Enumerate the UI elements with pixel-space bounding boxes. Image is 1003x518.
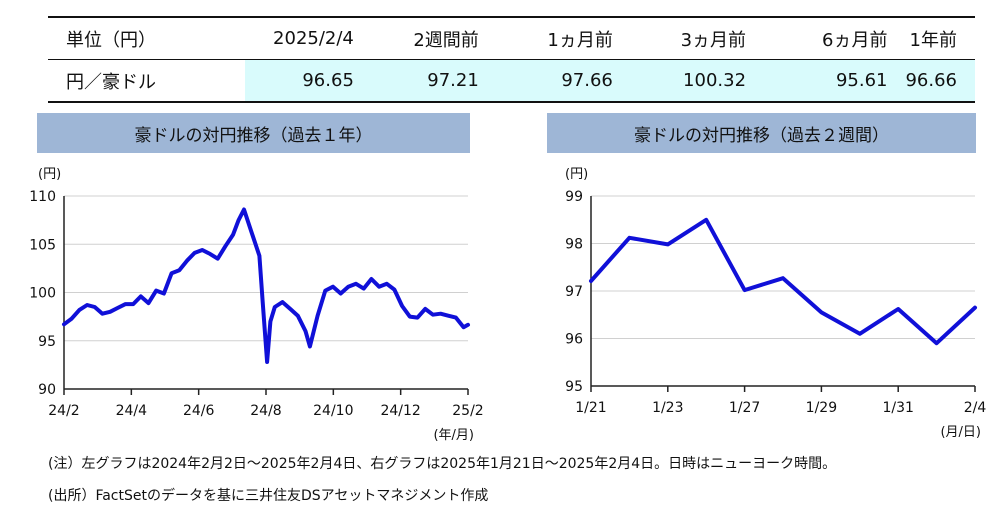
value-1year: 96.66: [905, 59, 975, 103]
chart-2w-y-unit: (円): [565, 167, 588, 182]
chart-2w-x-tick-label: 1/27: [729, 400, 760, 416]
note-source: (出所）FactSetのデータを基に三井住友DSアセットマネジメント作成: [48, 488, 489, 504]
chart-2w-x-tick-label: 1/21: [575, 400, 606, 416]
rate-summary-table: 単位（円） 2025/2/4 2週間前 1ヵ月前 3ヵ月前 6ヵ月前 1年前 円…: [48, 16, 975, 103]
table-header-row: 単位（円） 2025/2/4 2週間前 1ヵ月前 3ヵ月前 6ヵ月前 1年前: [48, 16, 975, 60]
chart-1y-title: 豪ドルの対円推移（過去１年）: [37, 113, 470, 153]
chart-2w-x-tick-label: 1/31: [882, 400, 913, 416]
chart-2w-y-tick-label: 98: [565, 237, 583, 253]
chart-1y-x-tick-label: 24/10: [313, 403, 353, 419]
chart-1y-x-tick-label: 24/6: [183, 403, 215, 419]
chart-2w-y-tick-label: 96: [565, 332, 583, 348]
chart-1y-x-tick-label: 24/2: [48, 403, 79, 419]
table-row: 円／豪ドル 96.65 97.21 97.66 100.32 95.61 96.…: [48, 59, 975, 103]
chart-2w-y-tick-label: 95: [565, 379, 583, 395]
value-6months: 95.61: [764, 59, 906, 103]
value-3months: 100.32: [630, 59, 765, 103]
chart-1y-x-tick-label: 24/12: [380, 403, 420, 419]
chart-2w-series-line: [589, 217, 977, 346]
chart-1y: 90 95 100 105 110 (円) 24/2 24/4 24/6 24/8 24/10 24/…: [29, 167, 483, 443]
chart-1y-x-unit: (年/月): [433, 428, 474, 443]
header-current: 2025/2/4: [244, 16, 372, 60]
header-2weeks: 2週間前: [371, 16, 497, 60]
value-2weeks: 97.21: [371, 59, 497, 103]
value-current: 96.65: [244, 59, 372, 103]
header-1month: 1ヵ月前: [496, 16, 631, 60]
value-1month: 97.66: [496, 59, 631, 103]
header-6months: 6ヵ月前: [764, 16, 906, 60]
chart-1y-x-tick-label: 24/4: [116, 403, 148, 419]
header-unit: 単位（円）: [48, 16, 245, 60]
chart-2w-x-tick-label: 2/4: [964, 400, 987, 416]
chart-2w-x-unit: (月/日): [940, 425, 981, 440]
chart-2w-y-tick-label: 97: [565, 284, 583, 300]
chart-2w: 95 96 97 98 99 (円) 1/21 1/23 1/27 1/29 1/31 2/4 (月/日…: [565, 167, 987, 440]
chart-1y-y-tick-label: 110: [29, 189, 56, 205]
chart-1y-series-line: [62, 207, 470, 364]
chart-2w-x-tick-label: 1/29: [806, 400, 837, 416]
header-1year: 1年前: [905, 16, 975, 60]
row-label: 円／豪ドル: [48, 59, 245, 103]
chart-2w-title: 豪ドルの対円推移（過去２週間）: [547, 113, 976, 153]
chart-1y-y-unit: (円): [38, 167, 61, 182]
chart-2w-y-tick-label: 99: [565, 189, 583, 205]
chart-1y-y-tick-label: 95: [38, 334, 56, 350]
chart-1y-x-tick-label: 25/2: [452, 403, 483, 419]
chart-1y-y-tick-label: 105: [29, 237, 56, 253]
chart-1y-x-tick-label: 24/8: [250, 403, 281, 419]
chart-1y-y-tick-label: 90: [38, 382, 56, 398]
note-period: (注）左グラフは2024年2月2日～2025年2月4日、右グラフは2025年1月…: [48, 456, 837, 472]
chart-2w-x-tick-label: 1/23: [652, 400, 683, 416]
chart-1y-y-tick-label: 100: [29, 286, 56, 302]
header-3months: 3ヵ月前: [630, 16, 765, 60]
